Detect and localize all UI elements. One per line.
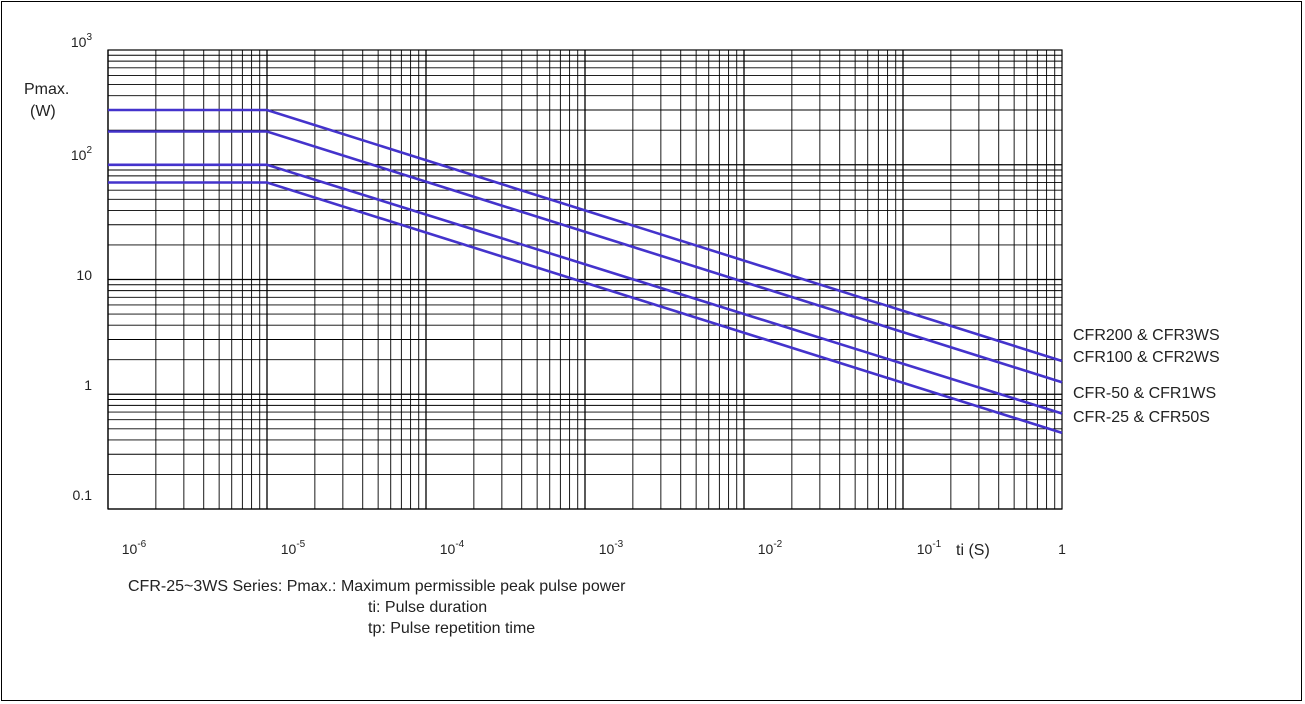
grid	[107, 49, 1063, 510]
y-tick-label: 102	[71, 145, 93, 163]
caption-line-3: tp: Pulse repetition time	[368, 620, 536, 637]
y-tick-label: 103	[71, 32, 93, 50]
series-line-2	[108, 130, 1063, 384]
legend-label-2: CFR100 & CFR2WS	[1073, 349, 1220, 366]
x-axis-label: ti (S)	[956, 542, 990, 559]
legend-label-1: CFR200 & CFR3WS	[1073, 327, 1220, 344]
axis-labels: Pmax. (W) ti (S)	[24, 81, 990, 559]
x-tick-label: 10-2	[758, 539, 783, 557]
series-line-1	[108, 108, 1063, 363]
y-axis-label-line2: (W)	[30, 103, 56, 120]
caption-line-2: ti: Pulse duration	[368, 599, 488, 616]
y-axis-label-line1: Pmax.	[24, 81, 69, 98]
x-tick-label: 10-5	[281, 539, 306, 557]
series-lines	[108, 108, 1063, 435]
x-tick-label: 10-6	[122, 539, 147, 557]
y-tick-label: 10	[76, 267, 92, 283]
x-tick-label: 10-3	[599, 539, 624, 557]
x-tick-label: 10-1	[917, 539, 942, 557]
caption: CFR-25~3WS Series: Pmax.: Maximum permis…	[128, 576, 626, 639]
x-tick-label: 10-4	[440, 539, 465, 557]
y-tick-label: 1	[84, 377, 92, 393]
legend: CFR200 & CFR3WS CFR100 & CFR2WS CFR-50 & C…	[1073, 327, 1220, 426]
x-tick-label: 1	[1058, 541, 1066, 557]
series-line-4	[108, 181, 1063, 435]
legend-label-4: CFR-25 & CFR50S	[1073, 409, 1210, 426]
plot-border	[107, 49, 1063, 510]
y-tick-label: 0.1	[73, 487, 93, 503]
legend-label-3: CFR-50 & CFR1WS	[1073, 385, 1216, 402]
caption-line-1: CFR-25~3WS Series: Pmax.: Maximum permis…	[128, 578, 626, 595]
series-line-3	[108, 163, 1063, 415]
